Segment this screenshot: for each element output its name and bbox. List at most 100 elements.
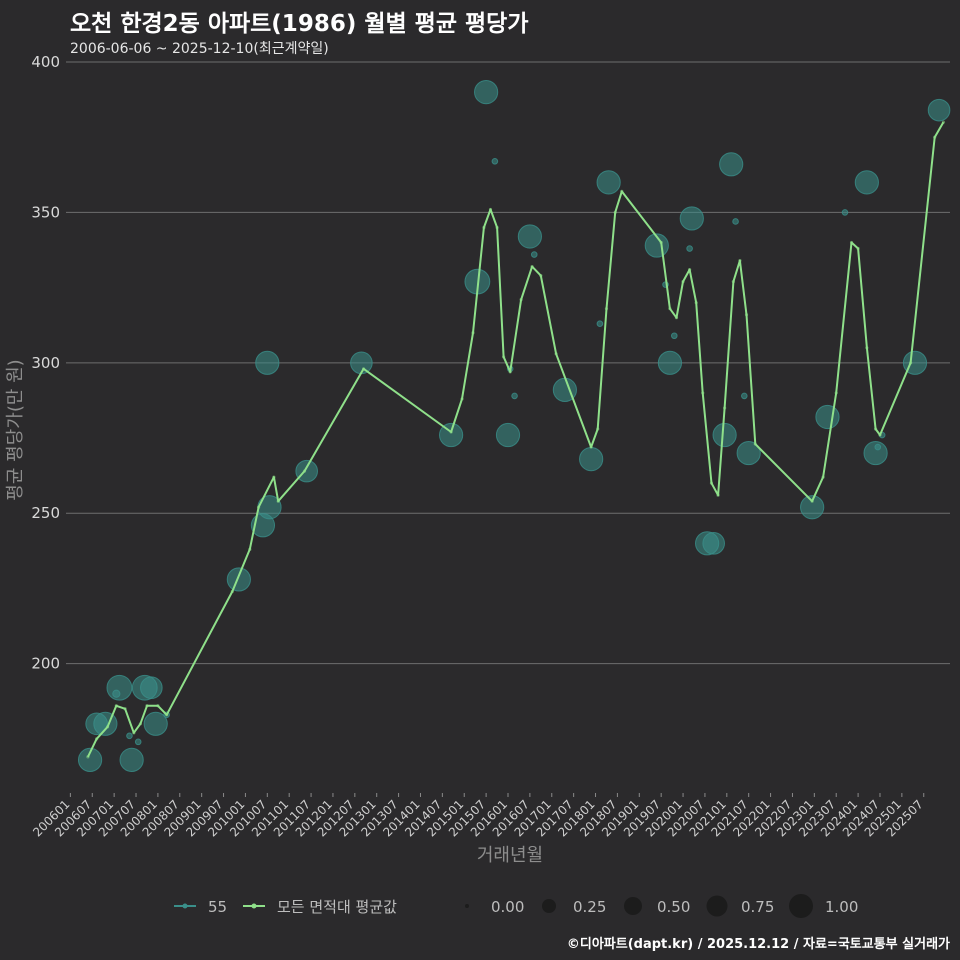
point-55-46 [841,209,849,216]
legend: 55 모든 면적대 평균값 0.00 0.25 0.50 0.75 1.00 [174,894,858,918]
y-tick-400: 400 [31,53,60,71]
y-tick-200: 200 [31,655,60,673]
avg-point-15 [302,469,307,473]
avg-point-18 [460,397,464,401]
avg-point-45 [738,258,742,263]
avg-point-38 [688,267,692,272]
avg-point-28 [554,352,558,356]
avg-point-41 [709,481,714,485]
avg-point-31 [604,307,609,311]
y-tick-350: 350 [31,203,60,221]
avg-point-57 [933,135,937,139]
point-55-43 [741,392,748,400]
point-55-24 [511,392,518,400]
avg-point-11 [248,547,252,551]
avg-point-24 [508,370,512,374]
avg-point-36 [674,316,679,320]
avg-point-46 [744,313,749,317]
avg-point-23 [502,355,506,359]
point-55-30 [596,170,621,195]
avg-point-48 [810,499,814,503]
size-legend-dot-2 [624,897,642,915]
avg-point-30 [596,427,600,431]
avg-point-37 [681,280,685,284]
size-legend-label-3: 0.75 [741,898,774,916]
point-55-33 [657,350,683,375]
avg-point-13 [272,475,276,479]
avg-point-17 [449,430,453,434]
avg-point-54 [874,427,878,431]
size-legend-label-2: 0.50 [657,898,690,916]
y-tick-250: 250 [31,504,60,522]
avg-point-56 [909,361,913,365]
point-55-7 [134,738,142,746]
point-55-6 [126,732,133,740]
point-55-5 [119,747,144,773]
point-55-10 [143,711,168,736]
y-axis-label: 평균 평당가(만 원) [5,359,26,500]
avg-point-14 [276,499,280,503]
point-55-22 [495,422,521,448]
point-55-34 [670,332,678,340]
point-55-21 [491,157,499,165]
size-legend-label-1: 0.25 [573,898,606,916]
avg-point-1 [95,737,99,741]
point-55-40 [719,152,744,177]
point-55-15 [255,350,280,375]
x-tick-labels: 2006012006072007012007072008012008072009… [30,793,926,840]
point-55-20 [474,79,499,105]
avg-point-22 [495,225,499,230]
legend-avg-dot [251,903,257,909]
legend-series55-label: 55 [208,898,227,916]
scatter-points [77,79,951,773]
y-tick-labels: 200 250 300 350 400 [31,53,60,673]
size-legend-dot-3 [706,895,728,917]
size-legend-label-4: 1.00 [825,898,858,916]
avg-point-8 [156,704,160,708]
grid-lines [66,61,950,665]
point-55-9 [140,676,163,700]
size-legend-dot-0 [465,904,469,908]
avg-point-55 [878,433,882,437]
avg-point-52 [856,246,860,251]
point-55-12 [226,567,251,592]
avg-point-34 [659,240,663,245]
avg-point-42 [716,493,720,497]
avg-point-47 [753,442,757,446]
avg-point-20 [482,225,486,230]
avg-point-2 [105,725,110,729]
point-55-17 [350,351,373,375]
y-tick-300: 300 [31,354,60,372]
avg-point-51 [849,240,854,245]
avg-point-25 [519,298,523,302]
size-legend: 0.00 0.25 0.50 0.75 1.00 [465,894,858,918]
point-55-28 [579,446,604,472]
point-55-47 [854,170,879,195]
avg-point-26 [530,264,534,269]
point-55-26 [530,251,538,258]
avg-point-50 [834,391,838,395]
avg-point-4 [123,707,127,711]
avg-point-58 [941,120,946,124]
avg-point-19 [471,331,475,335]
point-55-0 [77,747,103,773]
avg-point-44 [731,280,735,284]
avg-point-43 [723,406,727,410]
point-55-4 [106,674,133,701]
point-55-36 [686,245,693,252]
avg-point-33 [620,189,624,193]
avg-point-5 [132,731,136,735]
point-55-41 [732,218,739,225]
avg-point-6 [138,722,142,726]
point-55-42 [736,440,761,466]
point-55-45 [815,404,840,430]
legend-series55-dot [182,903,188,909]
point-55-38 [702,532,725,555]
point-55-48 [863,440,888,466]
point-55-2 [93,711,118,736]
avg-point-53 [865,346,869,350]
point-55-39 [712,422,737,448]
point-55-49 [874,443,882,451]
avg-point-9 [165,713,169,717]
chart-subtitle: 2006-06-06 ~ 2025-12-10(최근계약일) [70,41,329,57]
